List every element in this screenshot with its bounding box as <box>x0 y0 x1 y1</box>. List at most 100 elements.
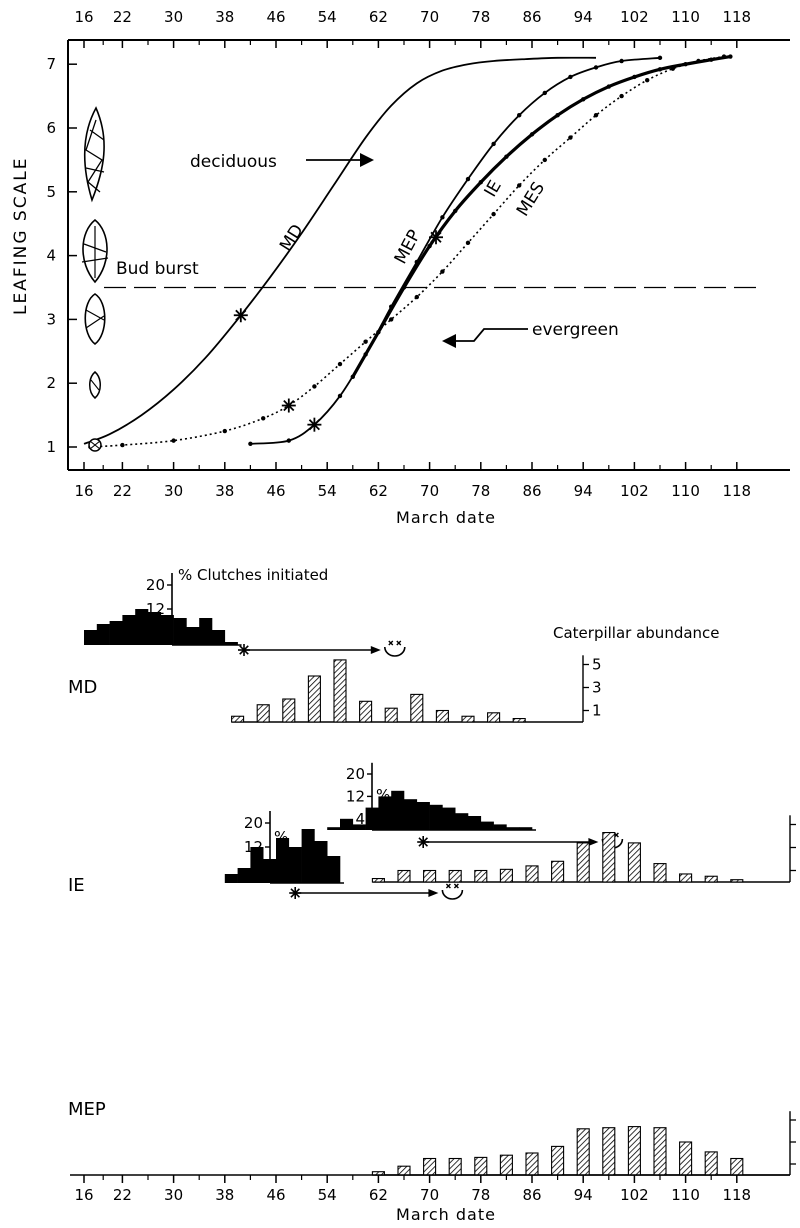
caterpillar-bar <box>423 869 437 883</box>
curve-mes-point <box>670 66 675 71</box>
clutch-label: % <box>376 786 390 804</box>
curve-ie-point <box>709 57 714 62</box>
curve-mes-point <box>337 361 343 367</box>
bottom-axis-tick-label: 102 <box>620 1186 649 1204</box>
clutch-bar <box>404 799 418 830</box>
curve-mep-line <box>250 56 661 445</box>
row-label-mep: MEP <box>68 1099 106 1120</box>
bud-burst-label: Bud burst <box>116 259 199 279</box>
clutch-y-tick-label: 4 <box>155 624 165 642</box>
top-x-tick-label: 94 <box>574 8 593 26</box>
deciduous-label: deciduous <box>190 152 277 172</box>
clutch-bar <box>84 630 98 645</box>
curve-ie-point <box>728 54 733 59</box>
bottom-axis-tick-label: 70 <box>420 1186 439 1204</box>
clutch-histogram-ie: 4 12 20% <box>327 762 536 831</box>
clutch-bar <box>519 827 533 830</box>
leaf-stage-2-icon <box>89 371 101 399</box>
curve-ie-point <box>657 67 663 72</box>
curve-ie-point <box>632 74 637 80</box>
bottom-axis-tick-label: 118 <box>722 1186 751 1204</box>
clutch-y-tick-label: 20 <box>346 765 365 783</box>
caterpillar-bar <box>410 693 424 723</box>
y-tick-label: 2 <box>46 374 56 392</box>
caterpillar-bar <box>359 700 373 723</box>
clutch-bar <box>391 790 405 830</box>
clutch-bar <box>468 816 482 830</box>
bottom-x-tick-label: 62 <box>369 482 388 500</box>
caterpillar-histogram-md: 1 3 5 Caterpillar abundance <box>231 624 720 723</box>
caterpillar-histogram-ie <box>371 815 796 883</box>
bottom-axis-title: March date <box>396 1205 496 1224</box>
clutch-histogram-md: 4 12 20 % Clutches initiated <box>84 566 328 646</box>
bottom-axis-tick-label: 62 <box>369 1186 388 1204</box>
clutch-bar <box>212 630 226 645</box>
caterpillar-bar <box>730 1157 744 1176</box>
clutch-bar <box>224 874 238 883</box>
caterpillar-bar <box>397 869 411 883</box>
curve-mes-point <box>491 211 496 217</box>
curve-mes-point <box>593 113 599 118</box>
clutch-bar <box>224 642 238 645</box>
nest-cup <box>441 889 464 900</box>
laying-arrowhead <box>428 889 439 897</box>
clutch-y-tick-label: 12 <box>244 838 263 856</box>
caterpillar-bar <box>576 1128 590 1176</box>
top-x-tick-label: 78 <box>471 8 490 26</box>
curve-mep-point <box>286 438 291 443</box>
bottom-axis-tick-label: 30 <box>164 1186 183 1204</box>
curve-ie-point <box>350 374 355 380</box>
curve-mep-point <box>517 113 522 118</box>
bottom-date-axis: 16 22 30 38 46 54 62 70 78 86 94 102 110 118 March dat… <box>70 1174 790 1224</box>
bottom-axis-tick-label: 78 <box>471 1186 490 1204</box>
clutch-y-tick-label: 20 <box>244 814 263 832</box>
clutch-y-tick-label: 20 <box>146 576 165 594</box>
caterpillar-bar <box>435 709 449 723</box>
curve-mes-point <box>619 93 624 99</box>
bottom-x-tick-label: 78 <box>471 482 490 500</box>
caterpillar-bar <box>551 860 565 883</box>
bottom-axis-tick-label: 38 <box>215 1186 234 1204</box>
deciduous-arrowhead <box>360 153 374 167</box>
leaf-stage-7-icon <box>83 106 105 203</box>
top-x-tick-label: 110 <box>671 8 700 26</box>
row-label-ie: IE <box>68 875 85 896</box>
curve-mes-point <box>312 384 317 389</box>
curve-mes-point <box>568 135 573 140</box>
top-x-tick-label: 54 <box>318 8 337 26</box>
curve-ie-point <box>529 132 535 137</box>
caterpillar-bar <box>679 873 693 883</box>
caterpillar-histogram-mep <box>371 1111 796 1176</box>
y-tick-label: 5 <box>46 183 56 201</box>
bottom-x-tick-label: 110 <box>671 482 700 500</box>
clutch-bar <box>352 824 366 830</box>
clutch-bar <box>416 802 430 830</box>
caterpillar-bar <box>461 715 475 723</box>
curve-mes-line <box>90 55 725 448</box>
caterpillar-bar <box>627 1126 641 1176</box>
bottom-x-tick-label: 102 <box>620 482 649 500</box>
nest-icon <box>441 883 464 900</box>
nest-eggs <box>388 640 402 646</box>
marker-stroke <box>308 419 320 431</box>
curve-mep-point <box>440 215 445 220</box>
bottom-x-tick-label: 86 <box>522 482 541 500</box>
curve-mep-point <box>593 65 599 70</box>
caterpillar-bar <box>256 704 270 723</box>
curve-ie-point <box>453 208 458 214</box>
y-tick-label: 4 <box>46 247 56 265</box>
leafing-chart: 1616222230303838464654546262707078788686… <box>11 8 790 527</box>
caterpillar-bar <box>333 659 347 723</box>
row-label-md: MD <box>68 677 97 698</box>
clutch-bar <box>506 827 520 830</box>
caterpillar-bar <box>551 1145 565 1176</box>
curve-ie-point <box>401 285 407 290</box>
curve-mep: MEP <box>248 55 663 447</box>
leaf-stage-drawings <box>81 106 109 452</box>
curve-mes-point <box>440 269 445 274</box>
bottom-axis-tick-label: 94 <box>574 1186 593 1204</box>
curve-mes-point <box>696 58 701 64</box>
clutch-bar <box>199 618 213 645</box>
caterpillar-bar <box>627 842 641 883</box>
curve-mep-point <box>248 441 253 447</box>
